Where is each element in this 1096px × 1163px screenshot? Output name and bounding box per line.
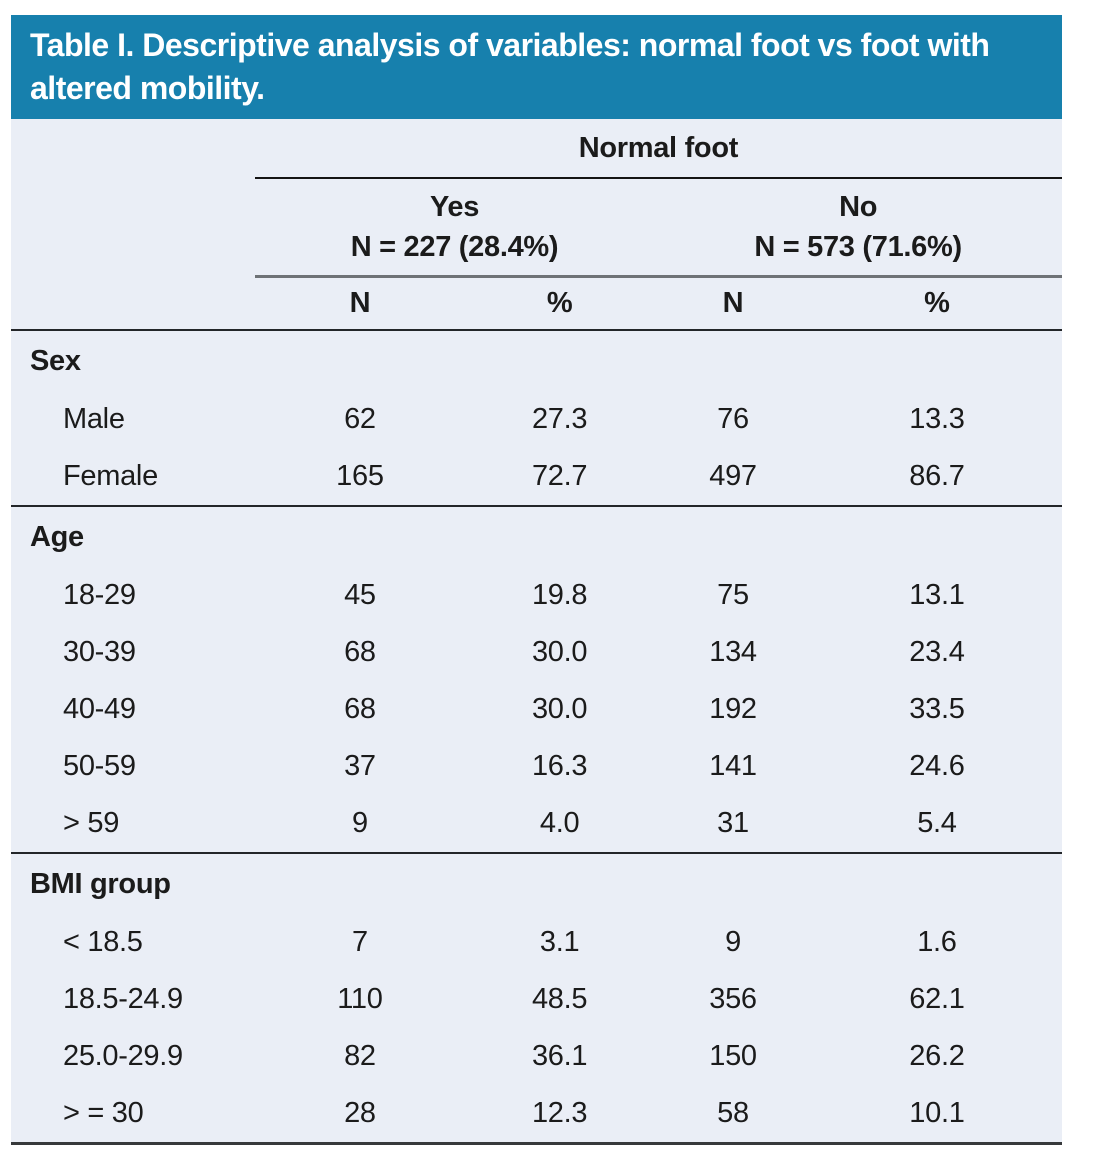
yes-group-label: Yes <box>429 191 480 224</box>
cell-value: 3.1 <box>539 926 580 959</box>
cell-value: 62.1 <box>909 983 965 1016</box>
table-row: 40-49 68 30.0 192 33.5 <box>11 681 1062 738</box>
row-label: 30-39 <box>63 636 136 669</box>
cell-value: 13.3 <box>909 403 965 436</box>
cell-value: 9 <box>254 795 466 855</box>
row-label: 18.5-24.9 <box>63 983 183 1016</box>
row-label: 50-59 <box>63 750 136 783</box>
yes-group-header: Yes N = 227 (28.4%) <box>254 178 655 279</box>
no-group-count: N = 573 (71.6%) <box>754 231 962 264</box>
col-header-pct-yes: % <box>465 276 655 332</box>
row-label: > = 30 <box>11 1085 255 1146</box>
cell-value: 110 <box>337 983 383 1016</box>
cell-value: 76 <box>717 403 749 436</box>
cell-value: 26.2 <box>909 1040 965 1073</box>
cell-value: 30.0 <box>531 693 588 726</box>
table-title: Table I. Descriptive analysis of variabl… <box>30 27 990 106</box>
table-row: 50-59 37 16.3 141 24.6 <box>11 738 1062 795</box>
cell-value: 68 <box>344 636 376 669</box>
table-row: 18-29 45 19.8 75 13.1 <box>11 567 1062 624</box>
spacer-cell <box>11 178 255 277</box>
section-header-bmi-group: BMI group <box>30 867 171 900</box>
cell-value: 1.6 <box>917 926 957 959</box>
cell-value: 150 <box>709 1040 757 1073</box>
table-row: Male 62 27.3 76 13.3 <box>11 391 1062 448</box>
table-row: 25.0-29.9 82 36.1 150 26.2 <box>11 1028 1062 1085</box>
cell-value: 10.1 <box>811 1085 1062 1146</box>
cell-value: 16.3 <box>531 750 588 783</box>
col-header-n-no: N <box>654 276 812 332</box>
section-header-age: Age <box>30 520 84 553</box>
table-row: 18.5-24.9 110 48.5 356 62.1 <box>11 971 1062 1028</box>
cell-value: 192 <box>709 693 757 726</box>
row-label: 40-49 <box>63 693 136 726</box>
cell-value: 12.3 <box>465 1085 655 1146</box>
col-header-pct-no: % <box>811 276 1062 332</box>
cell-value: 141 <box>709 750 757 783</box>
cell-value: 7 <box>352 926 368 959</box>
table-row: > = 30 28 12.3 58 10.1 <box>11 1085 1062 1146</box>
cell-value: 36.1 <box>531 1040 588 1073</box>
cell-value: 5.4 <box>811 795 1062 855</box>
row-label: 18-29 <box>63 579 136 612</box>
row-label: 25.0-29.9 <box>63 1040 183 1073</box>
row-label: > 59 <box>11 795 255 855</box>
column-header-row: N % N % <box>11 276 1062 332</box>
cell-value: 23.4 <box>909 636 965 669</box>
cell-value: 75 <box>717 579 749 612</box>
group-header-row: Normal foot <box>11 119 1062 180</box>
yes-group-count: N = 227 (28.4%) <box>350 231 559 264</box>
cell-value: 45 <box>344 579 376 612</box>
cell-value: 24.6 <box>909 750 965 783</box>
cell-value: 82 <box>344 1040 376 1073</box>
row-label: Female <box>11 448 255 508</box>
col-header-n-yes: N <box>254 276 466 332</box>
cell-value: 58 <box>654 1085 812 1146</box>
table-title-bar: Table I. Descriptive analysis of variabl… <box>11 15 1062 120</box>
cell-value: 497 <box>654 448 812 508</box>
cell-value: 134 <box>709 636 757 669</box>
table-card: Table I. Descriptive analysis of variabl… <box>11 15 1062 1146</box>
table-row: 30-39 68 30.0 134 23.4 <box>11 624 1062 681</box>
cell-value: 165 <box>254 448 466 508</box>
spacer-cell <box>11 276 255 332</box>
cell-value: 27.3 <box>531 403 588 436</box>
cell-value: 28 <box>254 1085 466 1146</box>
no-group-label: No <box>839 191 878 224</box>
cell-value: 62 <box>344 403 376 436</box>
table-row: Female 165 72.7 497 86.7 <box>11 448 1062 508</box>
spacer-cell <box>11 119 255 178</box>
cell-value: 4.0 <box>465 795 655 855</box>
cell-value: 48.5 <box>531 983 588 1016</box>
table-row: < 18.5 7 3.1 9 1.6 <box>11 914 1062 971</box>
yes-no-header-row: Yes N = 227 (28.4%) No N = 573 (71.6%) <box>11 178 1062 279</box>
cell-value: 13.1 <box>909 579 965 612</box>
cell-value: 31 <box>654 795 812 855</box>
cell-value: 72.7 <box>465 448 655 508</box>
data-table: Normal foot Yes N = 227 (28.4%) No N = 5… <box>11 119 1062 1146</box>
cell-value: 68 <box>344 693 376 726</box>
cell-value: 86.7 <box>811 448 1062 508</box>
cell-value: 19.8 <box>531 579 588 612</box>
no-group-header: No N = 573 (71.6%) <box>654 178 1062 279</box>
cell-value: 356 <box>709 983 757 1016</box>
table-row: > 59 9 4.0 31 5.4 <box>11 795 1062 855</box>
row-label: < 18.5 <box>63 926 143 959</box>
cell-value: 9 <box>725 926 741 959</box>
cell-value: 30.0 <box>531 636 588 669</box>
group-header-normal-foot: Normal foot <box>254 119 1062 180</box>
cell-value: 37 <box>344 750 376 783</box>
row-label: Male <box>63 403 125 436</box>
cell-value: 33.5 <box>909 693 965 726</box>
section-header-sex: Sex <box>30 344 81 377</box>
